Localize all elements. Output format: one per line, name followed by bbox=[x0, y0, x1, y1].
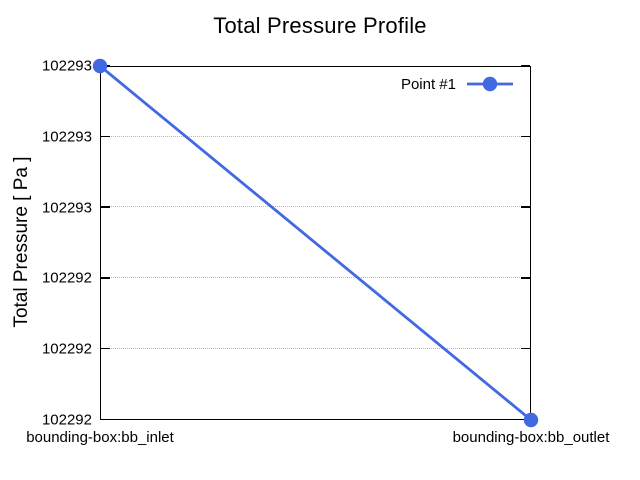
gridline bbox=[101, 277, 530, 279]
y-tick-mark-right bbox=[521, 135, 530, 138]
legend-line-marker-icon bbox=[467, 76, 513, 92]
y-tick-label: 102293 bbox=[41, 199, 92, 217]
x-tick-label: bounding-box:bb_inlet bbox=[26, 429, 174, 446]
legend: Point #1 bbox=[401, 75, 514, 93]
y-tick-mark-right bbox=[521, 418, 530, 421]
gridline bbox=[101, 135, 530, 137]
y-tick-mark-left bbox=[101, 277, 110, 279]
y-tick-label: 102293 bbox=[41, 57, 92, 75]
plot-area bbox=[100, 64, 531, 421]
y-tick-mark-left bbox=[101, 347, 110, 350]
y-tick-mark-left bbox=[101, 206, 110, 208]
y-tick-label: 102293 bbox=[41, 128, 92, 146]
gridline bbox=[101, 206, 530, 208]
y-tick-mark-right bbox=[521, 206, 530, 208]
y-tick-mark-right bbox=[521, 64, 530, 67]
y-tick-label: 102292 bbox=[41, 411, 92, 429]
y-axis-title: Total Pressure [ Pa ] bbox=[11, 156, 32, 328]
legend-label: Point #1 bbox=[400, 75, 456, 93]
y-tick-mark-left bbox=[101, 418, 110, 421]
x-tick-label: bounding-box:bb_outlet bbox=[452, 429, 610, 446]
legend-marker bbox=[482, 76, 498, 92]
y-tick-mark-right bbox=[521, 277, 530, 279]
y-tick-mark-right bbox=[521, 347, 530, 350]
y-tick-label: 102292 bbox=[41, 340, 92, 358]
chart-title: Total Pressure Profile bbox=[213, 13, 427, 38]
gridline bbox=[101, 347, 530, 349]
y-tick-label: 102292 bbox=[41, 269, 92, 287]
y-tick-mark-left bbox=[101, 135, 110, 138]
y-tick-mark-left bbox=[101, 64, 110, 67]
